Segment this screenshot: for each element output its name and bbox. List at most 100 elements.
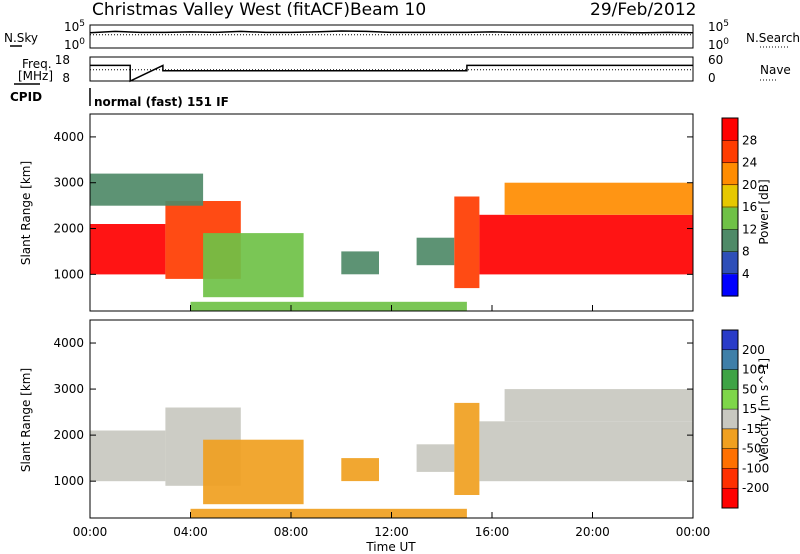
y-tick-label: 3000 — [53, 176, 84, 190]
y-tick-label: 4000 — [53, 336, 84, 350]
x-tick-label: 04:00 — [173, 525, 208, 539]
heatmap-region — [203, 233, 304, 298]
heatmap-region — [90, 224, 166, 275]
power-colorbar-label: Power [dB] — [757, 179, 771, 244]
colorbar-tick-label: -15 — [742, 422, 762, 436]
power-heatmap — [90, 173, 693, 311]
heatmap-region — [479, 214, 693, 275]
colorbar-swatch — [722, 273, 738, 297]
colorbar-swatch — [722, 330, 738, 351]
y-tick-label: 1000 — [53, 474, 84, 488]
colorbar-tick-label: -100 — [742, 461, 769, 475]
noise-left-tick-top: 105 — [64, 19, 85, 34]
heatmap-region — [504, 389, 693, 422]
colorbar-swatch — [722, 389, 738, 410]
colorbar-tick-label: -50 — [742, 442, 762, 456]
colorbar-tick-label: 20 — [742, 178, 757, 192]
heatmap-region — [190, 301, 467, 311]
nave-label: Nave — [760, 63, 791, 77]
noise-left-tick-bottom: 100 — [64, 37, 85, 52]
colorbar-swatch — [722, 369, 738, 390]
heatmap-region — [416, 444, 455, 472]
x-axis-label: Time UT — [365, 540, 416, 554]
nave-tick-bottom: 0 — [708, 71, 716, 85]
colorbar-swatch — [722, 251, 738, 275]
y-tick-label: 2000 — [53, 428, 84, 442]
colorbar-swatch — [722, 229, 738, 253]
x-tick-label: 12:00 — [374, 525, 409, 539]
power-panel: 1000 2000 3000 4000 Slant Range [km] — [19, 113, 694, 312]
heatmap-region — [90, 430, 166, 482]
colorbar-swatch — [722, 468, 738, 489]
colorbar-frame — [721, 329, 739, 509]
velocity-colorbar: 200 100 50 15 -15 -50 -100 -200 — [721, 329, 769, 509]
colorbar-swatch — [722, 118, 738, 141]
heatmap-region — [454, 402, 480, 495]
colorbar-tick-label: 24 — [742, 156, 757, 170]
cpid-label: CPID — [10, 90, 42, 104]
freq-tick-bottom: 8 — [62, 71, 70, 85]
heatmap-region — [504, 182, 693, 215]
colorbar-tick-label: 12 — [742, 222, 757, 236]
colorbar-swatch — [722, 409, 738, 430]
colorbar-swatch — [722, 448, 738, 469]
y-tick-label: 4000 — [53, 130, 84, 144]
date-title: 29/Feb/2012 — [590, 0, 696, 20]
time-x-ticks: 00:00 04:00 08:00 12:00 16:00 20:00 00:00 — [73, 305, 711, 539]
nsky-label: N.Sky — [4, 31, 38, 45]
velocity-y-axis-label: Slant Range [km] — [19, 368, 33, 472]
power-y-axis-label: Slant Range [km] — [19, 161, 33, 265]
heatmap-region — [341, 251, 379, 275]
colorbar-swatch — [722, 184, 738, 208]
freq-label-1: Freq. — [22, 57, 52, 71]
colorbar-tick-label: 200 — [742, 343, 765, 357]
colorbar-tick-label: 16 — [742, 200, 757, 214]
colorbar-swatch — [722, 162, 738, 186]
velocity-colorbar-label: Velocity [m s^-1] — [757, 358, 771, 462]
heatmap-region — [90, 173, 204, 206]
nsky-series-line — [89, 30, 694, 34]
nave-tick-top: 60 — [708, 53, 723, 67]
colorbar-swatch — [722, 207, 738, 230]
heatmap-region — [203, 439, 304, 505]
velocity-heatmap — [90, 389, 693, 518]
freq-tick-top: 18 — [55, 53, 70, 67]
noise-panel: 105 100 105 100 — [64, 19, 729, 52]
y-tick-label: 1000 — [53, 267, 84, 281]
colorbar-tick-label: 8 — [742, 245, 750, 259]
noise-panel-frame — [89, 24, 694, 49]
station-title: Christmas Valley West (fitACF) — [92, 0, 350, 20]
x-tick-label: 20:00 — [575, 525, 610, 539]
colorbar-swatch — [722, 488, 738, 509]
y-tick-label: 2000 — [53, 222, 84, 236]
colorbar-swatch — [722, 140, 738, 164]
heatmap-region — [454, 196, 480, 289]
colorbar-tick-label: 50 — [742, 382, 757, 396]
colorbar-tick-label: 4 — [742, 267, 750, 281]
heatmap-region — [341, 458, 379, 482]
beam-title: Beam 10 — [350, 0, 426, 20]
colorbar-swatch — [722, 428, 738, 450]
colorbar-tick-label: -200 — [742, 481, 769, 495]
freq-label-2: [MHz] — [18, 69, 53, 83]
velocity-panel: 1000 2000 3000 4000 Slant Range [km] — [19, 319, 694, 519]
heatmap-region — [416, 237, 455, 266]
cpid-text: normal (fast) 151 IF — [94, 95, 229, 109]
colorbar-swatch — [722, 349, 738, 371]
x-tick-label: 16:00 — [475, 525, 510, 539]
colorbar-tick-label: 15 — [742, 402, 757, 416]
power-colorbar: 4 8 12 16 20 24 28 — [721, 117, 757, 297]
freq-series-line — [90, 64, 693, 83]
y-tick-label: 3000 — [53, 382, 84, 396]
x-tick-label: 08:00 — [274, 525, 309, 539]
power-y-ticks: 1000 2000 3000 4000 — [53, 130, 693, 281]
freq-panel-frame — [89, 56, 694, 82]
colorbar-tick-label: 28 — [742, 133, 757, 147]
heatmap-region — [190, 508, 467, 518]
heatmap-region — [479, 421, 693, 482]
velocity-y-ticks: 1000 2000 3000 4000 — [53, 336, 693, 488]
frequency-panel: 18 8 60 0 — [55, 53, 724, 85]
x-tick-label: 00:00 — [676, 525, 711, 539]
nsearch-label: N.Search — [746, 31, 800, 45]
